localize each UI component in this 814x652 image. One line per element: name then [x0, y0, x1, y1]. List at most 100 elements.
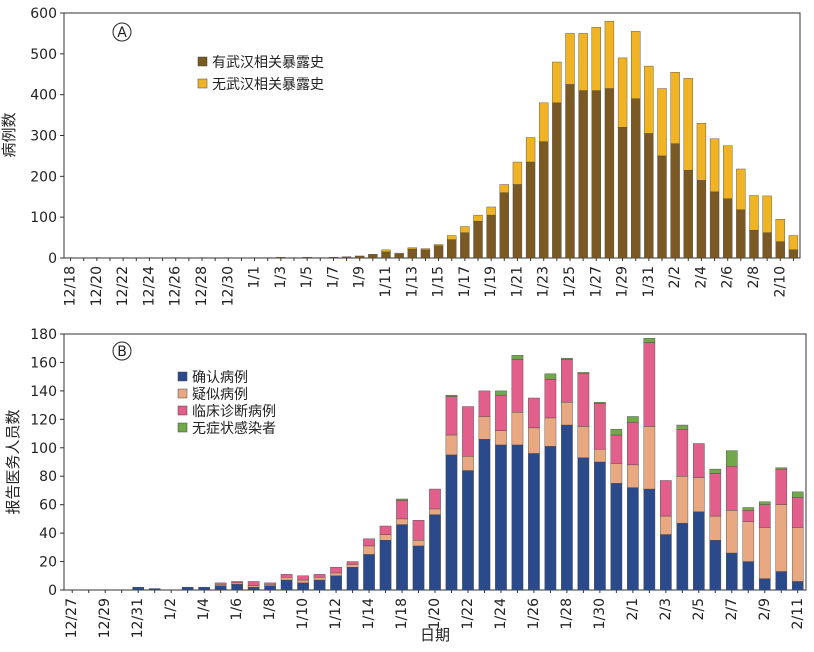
bar-segment [709, 468, 722, 474]
x-tick-label: 2/10 [772, 266, 788, 297]
bar-segment [368, 254, 378, 259]
x-tick-label: 1/27 [588, 266, 604, 297]
bar-segment [775, 571, 788, 591]
bar-segment [610, 483, 623, 591]
bar-segment [495, 430, 507, 446]
bar-segment [594, 402, 606, 404]
bar-segment [676, 424, 689, 430]
bar-segment [407, 248, 417, 259]
x-tick-label: 1/19 [483, 266, 499, 297]
bar-segment [478, 390, 491, 417]
bar-segment [775, 467, 788, 470]
bar-segment [742, 561, 755, 591]
bar-segment [631, 31, 641, 99]
x-tick-label: 2/4 [693, 266, 709, 289]
x-tick-label: 1/21 [509, 266, 525, 297]
bar-segment [429, 488, 441, 510]
bar-segment [447, 239, 457, 259]
legend-label: 临床诊断病例 [192, 404, 276, 420]
bar-segment [379, 534, 392, 541]
x-tick-label: 1/3 [273, 266, 289, 289]
bar-segment [758, 527, 771, 579]
x-tick-label: 1/9 [352, 266, 368, 289]
bar-segment [561, 359, 573, 403]
x-tick-label: 12/30 [220, 266, 236, 306]
y-tick-label: 200 [30, 169, 57, 185]
bar-segment [775, 468, 788, 505]
bar-segment [181, 586, 194, 591]
bar-segment [709, 473, 722, 517]
bar-segment [544, 417, 557, 447]
bar-segment [379, 540, 392, 591]
bar-segment [198, 586, 210, 591]
x-tick-label: 1/5 [299, 266, 315, 289]
x-tick-label: 1/12 [328, 598, 344, 629]
bar-segment [604, 88, 615, 259]
bar-segment [627, 487, 639, 591]
bar-segment [758, 578, 771, 591]
bar-segment [247, 581, 260, 586]
x-tick-label: 12/27 [64, 598, 80, 638]
bar-segment [577, 426, 590, 458]
bar-segment [460, 232, 470, 259]
x-tick-label: 1/24 [493, 598, 509, 630]
bar-segment [544, 379, 557, 419]
bar-segment [363, 538, 375, 547]
bar-segment [486, 214, 496, 259]
x-tick-label: 2/9 [757, 598, 773, 621]
bar-segment [231, 584, 243, 591]
x-tick-label: 2/6 [720, 266, 736, 289]
bar-segment [313, 577, 326, 581]
bar-segment [330, 575, 342, 591]
bar-segment [528, 453, 540, 591]
bar-segment [676, 522, 689, 591]
bar-segment [696, 123, 707, 181]
bar-segment [525, 161, 536, 259]
bar-segment [264, 582, 276, 585]
bar-segment [676, 429, 689, 477]
bar-segment [539, 102, 549, 142]
bar-segment [433, 244, 444, 246]
bar-segment [247, 586, 260, 591]
bar-segment [460, 226, 470, 233]
bar-segment [280, 574, 293, 578]
bar-segment [565, 33, 575, 85]
x-tick-label: 1/30 [592, 598, 608, 629]
x-tick-label: 12/26 [168, 266, 184, 306]
bar-segment [742, 510, 755, 522]
bar-segment [791, 491, 804, 498]
bar-segment [214, 584, 227, 586]
x-tick-label: 1/15 [431, 266, 447, 297]
bar-segment [670, 72, 680, 144]
bar-segment [511, 355, 524, 360]
y-tick-label: 100 [30, 210, 57, 226]
panel-label-circle [112, 22, 132, 42]
bar-segment [791, 581, 804, 591]
bar-segment [627, 464, 639, 488]
bar-segment [330, 572, 342, 576]
bar-segment [565, 84, 575, 259]
x-tick-label: 1/23 [536, 266, 552, 297]
bar-segment [578, 90, 588, 259]
legend-label: 疑似病例 [192, 387, 248, 403]
bar-segment [214, 585, 227, 591]
bar-segment [396, 498, 408, 501]
bar-segment [788, 235, 799, 251]
bar-segment [462, 406, 474, 457]
y-tick-label: 60 [39, 498, 57, 514]
y-tick-label: 0 [48, 251, 57, 267]
bar-segment [617, 57, 628, 128]
bar-segment [346, 561, 359, 565]
bar-segment [643, 342, 656, 427]
bar-segment [512, 161, 523, 185]
bar-segment [231, 581, 243, 584]
bar-segment [420, 249, 431, 259]
bar-segment [148, 588, 161, 591]
x-tick-label: 12/18 [63, 266, 79, 306]
bar-segment [552, 102, 562, 259]
bar-segment [709, 540, 722, 591]
bar-segment [544, 446, 557, 591]
bar-segment [660, 515, 672, 535]
panel-label: A [117, 25, 127, 41]
